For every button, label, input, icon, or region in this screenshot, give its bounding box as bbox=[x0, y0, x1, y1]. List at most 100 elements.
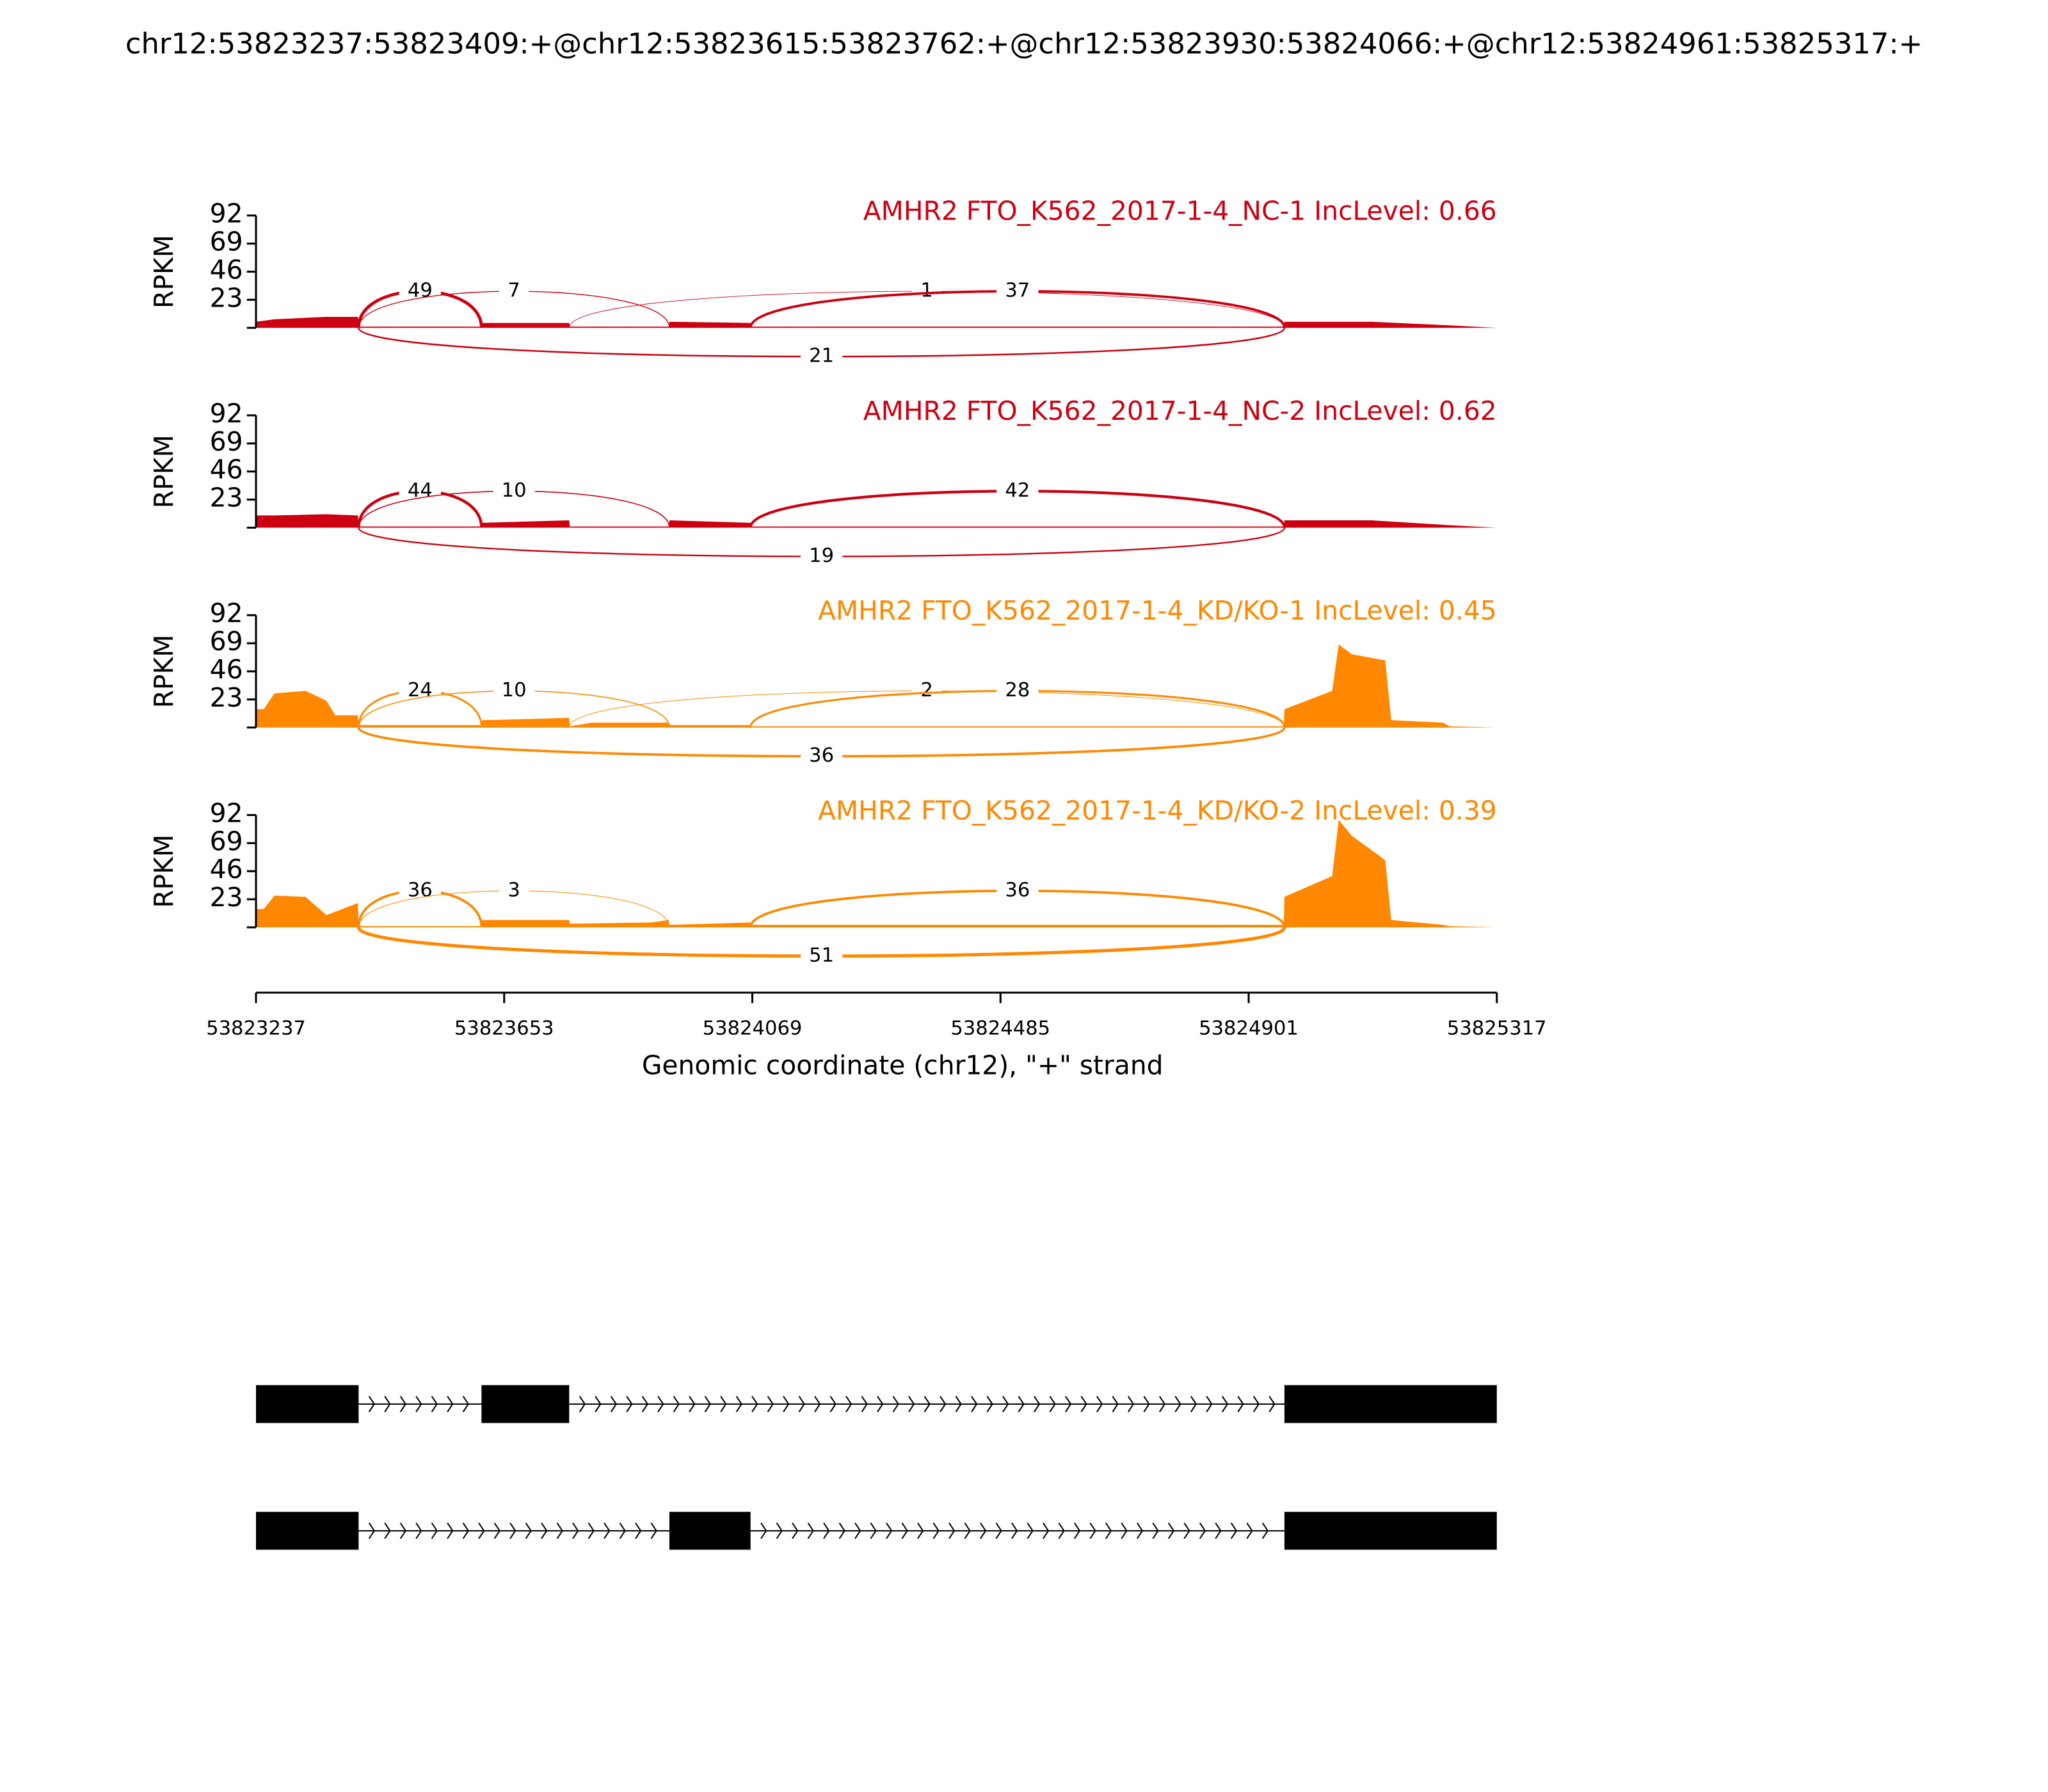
intron-chevron bbox=[626, 1396, 633, 1412]
intron-chevron bbox=[783, 1396, 790, 1412]
intron-chevron bbox=[1158, 1396, 1166, 1412]
intron-chevron bbox=[431, 1396, 438, 1412]
exon bbox=[1284, 1385, 1497, 1423]
intron-chevron bbox=[384, 1396, 391, 1412]
intron-chevron bbox=[807, 1523, 814, 1539]
y-tick-label: 23 bbox=[210, 282, 243, 313]
intron-chevron bbox=[384, 1523, 391, 1539]
junction-label-bg bbox=[996, 879, 1039, 903]
intron-chevron bbox=[1105, 1523, 1112, 1539]
intron-chevron bbox=[1027, 1523, 1034, 1539]
exon bbox=[1284, 1512, 1497, 1550]
intron-chevron bbox=[854, 1523, 861, 1539]
intron-chevron bbox=[447, 1523, 454, 1539]
intron-chevron bbox=[1221, 1396, 1229, 1412]
intron-chevron bbox=[1058, 1523, 1065, 1539]
y-tick-label: 69 bbox=[210, 426, 243, 457]
y-tick-label: 23 bbox=[210, 682, 243, 713]
intron-chevron bbox=[399, 1523, 407, 1539]
junction-label-bg bbox=[911, 679, 942, 703]
y-tick-label: 92 bbox=[210, 198, 243, 229]
intron-chevron bbox=[940, 1396, 947, 1412]
intron-chevron bbox=[1246, 1523, 1253, 1539]
intron-chevron bbox=[610, 1396, 618, 1412]
y-axis-label: RPKM bbox=[148, 635, 179, 708]
intron-chevron bbox=[1252, 1396, 1260, 1412]
junction-label-bg bbox=[911, 279, 942, 303]
intron-chevron bbox=[704, 1396, 711, 1412]
intron-chevron bbox=[751, 1396, 758, 1412]
intron-chevron bbox=[447, 1396, 454, 1412]
intron-chevron bbox=[1089, 1523, 1096, 1539]
junction-label-bg bbox=[499, 879, 529, 903]
intron-chevron bbox=[948, 1523, 956, 1539]
intron-chevron bbox=[1152, 1523, 1159, 1539]
y-tick-label: 23 bbox=[210, 483, 243, 513]
intron-chevron bbox=[838, 1523, 845, 1539]
intron-chevron bbox=[917, 1523, 924, 1539]
intron-chevron bbox=[462, 1396, 469, 1412]
junction-label: 21 bbox=[809, 345, 834, 367]
intron-chevron bbox=[1096, 1396, 1103, 1412]
y-tick-label: 23 bbox=[210, 882, 243, 913]
y-axis-label: RPKM bbox=[148, 835, 179, 908]
junction-label-bg bbox=[499, 279, 529, 303]
junction-label: 10 bbox=[502, 479, 527, 502]
intron-chevron bbox=[415, 1523, 422, 1539]
intron-chevron bbox=[760, 1523, 767, 1539]
intron-chevron bbox=[1174, 1396, 1181, 1412]
exon bbox=[481, 1385, 570, 1423]
junction-label-bg bbox=[996, 279, 1039, 303]
intron-chevron bbox=[892, 1396, 899, 1412]
intron-chevron bbox=[986, 1396, 993, 1412]
intron-chevron bbox=[1065, 1396, 1072, 1412]
intron-chevron bbox=[955, 1396, 962, 1412]
intron-chevron bbox=[462, 1523, 469, 1539]
intron-chevron bbox=[1206, 1396, 1213, 1412]
intron-chevron bbox=[792, 1523, 799, 1539]
intron-chevron bbox=[1230, 1523, 1238, 1539]
intron-chevron bbox=[995, 1523, 1002, 1539]
x-tick-label: 53825317 bbox=[1447, 1018, 1547, 1040]
intron-chevron bbox=[1011, 1523, 1018, 1539]
panel-title: AMHR2 FTO_K562_2017-1-4_KD/KO-2 IncLevel… bbox=[818, 795, 1497, 826]
junction-label: 36 bbox=[809, 744, 834, 767]
intron-chevron bbox=[1112, 1396, 1119, 1412]
intron-chevron bbox=[1268, 1396, 1276, 1412]
intron-chevron bbox=[964, 1523, 971, 1539]
junction-label-bg bbox=[996, 679, 1039, 703]
y-tick-label: 46 bbox=[210, 454, 243, 485]
intron-chevron bbox=[493, 1523, 500, 1539]
intron-chevron bbox=[1043, 1523, 1050, 1539]
intron-chevron bbox=[478, 1523, 485, 1539]
intron-chevron bbox=[1127, 1396, 1135, 1412]
junction-label: 1 bbox=[920, 280, 932, 302]
intron-chevron bbox=[673, 1396, 680, 1412]
y-tick-label: 46 bbox=[210, 654, 243, 685]
intron-chevron bbox=[1143, 1396, 1150, 1412]
intron-chevron bbox=[619, 1523, 626, 1539]
junction-label-bg bbox=[800, 944, 843, 968]
junction-label-bg bbox=[800, 744, 843, 768]
intron-chevron bbox=[1002, 1396, 1009, 1412]
intron-chevron bbox=[1073, 1523, 1081, 1539]
intron-chevron bbox=[1183, 1523, 1190, 1539]
y-axis-label: RPKM bbox=[148, 435, 179, 508]
junction-label-bg bbox=[493, 679, 535, 703]
intron-chevron bbox=[1080, 1396, 1087, 1412]
intron-chevron bbox=[556, 1523, 563, 1539]
x-tick-label: 53823237 bbox=[206, 1018, 306, 1040]
intron-chevron bbox=[641, 1396, 649, 1412]
intron-chevron bbox=[368, 1396, 376, 1412]
intron-chevron bbox=[1167, 1523, 1175, 1539]
junction-label: 42 bbox=[1005, 479, 1030, 502]
plot-title: chr12:53823237:53823409:+@chr12:53823615… bbox=[125, 26, 1923, 60]
intron-chevron bbox=[579, 1396, 586, 1412]
junction-label-bg bbox=[399, 879, 441, 903]
exon bbox=[669, 1512, 751, 1550]
intron-chevron bbox=[870, 1523, 877, 1539]
intron-chevron bbox=[776, 1523, 783, 1539]
junction-label-bg bbox=[493, 479, 535, 503]
intron-chevron bbox=[595, 1396, 602, 1412]
